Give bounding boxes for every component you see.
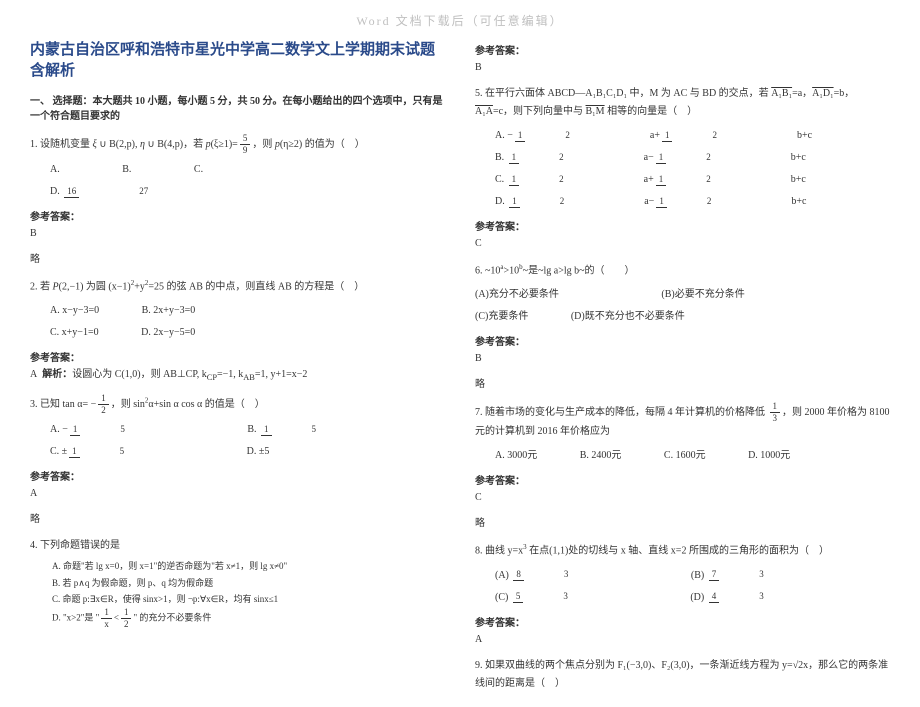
question-5: 5. 在平行六面体 ABCD—A₁B₁C₁D₁ 中，M 为 AC 与 BD 的交… bbox=[475, 85, 890, 121]
question-6: 6. ~10a>10b~是~lg a>lg b~的（ ） bbox=[475, 261, 890, 280]
answer-7: C bbox=[475, 489, 890, 507]
q6-opt-d: (D)既不充分也不必要条件 bbox=[571, 306, 685, 328]
answer-label-2: 参考答案： bbox=[30, 349, 445, 364]
q6-opt-c: (C)充要条件 bbox=[475, 306, 528, 328]
answer-5: C bbox=[475, 235, 890, 253]
page-container: 内蒙古自治区呼和浩特市星光中学高二数学文上学期期末试题含解析 一、 选择题：本大… bbox=[0, 0, 920, 707]
answer-label-1: 参考答案： bbox=[30, 208, 445, 223]
answer-6: B bbox=[475, 350, 890, 368]
q7-opt-c: C. 1600元 bbox=[664, 445, 706, 467]
q5-opt-a: A. −12a+12b+c bbox=[495, 125, 812, 147]
question-7: 7. 随着市场的变化与生产成本的降低，每隔 4 年计算机的价格降低 13，则 2… bbox=[475, 402, 890, 441]
answer-7-note: 略 bbox=[475, 515, 890, 533]
doc-title: 内蒙古自治区呼和浩特市星光中学高二数学文上学期期末试题含解析 bbox=[30, 40, 445, 82]
q5-options: A. −12a+12b+c B. 12a−12b+c C. 12a+12b+c … bbox=[475, 125, 890, 213]
q1-opt-d: D. 1627 bbox=[50, 181, 268, 203]
q7-opt-b: B. 2400元 bbox=[580, 445, 622, 467]
q2-opt-c: C. x+y−1=0 bbox=[50, 322, 99, 344]
q1-opt-c: C. bbox=[194, 159, 203, 181]
answer-label-6: 参考答案： bbox=[475, 333, 890, 348]
q8-opt-c: (C) 53 bbox=[495, 587, 648, 609]
answer-4: B bbox=[475, 59, 890, 77]
q8-opt-a: (A) 83 bbox=[495, 565, 648, 587]
q5-opt-b: B. 12a−12b+c bbox=[495, 147, 806, 169]
q6-opt-a: (A)充分不必要条件 bbox=[475, 284, 559, 306]
q8-opt-b: (B) 73 bbox=[691, 565, 844, 587]
answer-8: A bbox=[475, 631, 890, 649]
q6-opt-b: (B)必要不充分条件 bbox=[661, 284, 744, 306]
q1-options: A. B. C. D. 1627 bbox=[30, 159, 445, 203]
q4-opt-b: B. 若 p∧q 为假命题，则 p、q 均为假命题 bbox=[30, 576, 445, 590]
q3-opt-a: A. −15 bbox=[50, 419, 205, 441]
q4-opt-a: A. 命题"若 lg x=0，则 x=1"的逆否命题为"若 x≠1，则 lg x… bbox=[30, 559, 445, 573]
q1-opt-a: A. bbox=[50, 159, 60, 181]
answer-1: B bbox=[30, 225, 445, 243]
question-3: 3. 已知 tan α= −12，则 sin2α+sin α cos α 的值是… bbox=[30, 394, 445, 415]
left-column: 内蒙古自治区呼和浩特市星光中学高二数学文上学期期末试题含解析 一、 选择题：本大… bbox=[30, 40, 445, 697]
question-4: 4. 下列命题错误的是 bbox=[30, 537, 445, 555]
q1-opt-b: B. bbox=[122, 159, 131, 181]
question-1: 1. 设随机变量 ξ ∪ B(2,p), η ∪ B(4,p)，若 p(ξ≥1)… bbox=[30, 134, 445, 155]
q8-opt-d: (D) 43 bbox=[690, 587, 843, 609]
q3-opt-c: C. ±15 bbox=[50, 441, 204, 463]
q2-options: A. x−y−3=0 B. 2x+y−3=0 C. x+y−1=0 D. 2x−… bbox=[30, 300, 445, 344]
answer-1-note: 略 bbox=[30, 251, 445, 269]
q2-opt-d: D. 2x−y−5=0 bbox=[141, 322, 195, 344]
q3-options: A. −15 B. 15 C. ±15 D. ±5 bbox=[30, 419, 445, 463]
q3-opt-d: D. ±5 bbox=[247, 441, 270, 463]
q4-opt-c: C. 命题 p:∃x∈R，使得 sinx>1，则 ¬p:∀x∈R，均有 sinx… bbox=[30, 592, 445, 606]
section-heading: 一、 选择题：本大题共 10 小题，每小题 5 分，共 50 分。在每小题给出的… bbox=[30, 94, 445, 124]
q5-opt-d: D. 12a−12b+c bbox=[495, 191, 806, 213]
answer-label-4: 参考答案： bbox=[475, 42, 890, 57]
q6-options: (A)充分不必要条件 (B)必要不充分条件 (C)充要条件 (D)既不充分也不必… bbox=[475, 284, 890, 328]
q8-options: (A) 83 (B) 73 (C) 53 (D) 43 bbox=[475, 565, 890, 609]
answer-label-7: 参考答案： bbox=[475, 472, 890, 487]
question-2: 2. 若 P(2,−1) 为圆 (x−1)2+y2=25 的弦 AB 的中点，则… bbox=[30, 277, 445, 296]
answer-6-note: 略 bbox=[475, 376, 890, 394]
answer-3: A bbox=[30, 485, 445, 503]
q7-opt-d: D. 1000元 bbox=[748, 445, 790, 467]
answer-label-3: 参考答案： bbox=[30, 468, 445, 483]
answer-label-5: 参考答案： bbox=[475, 218, 890, 233]
q3-opt-b: B. 15 bbox=[247, 419, 396, 441]
watermark-text: Word 文档下载后（可任意编辑） bbox=[356, 12, 563, 29]
question-9: 9. 如果双曲线的两个焦点分别为 F₁(−3,0)、F₂(3,0)，一条渐近线方… bbox=[475, 657, 890, 693]
answer-3-note: 略 bbox=[30, 511, 445, 529]
answer-label-8: 参考答案： bbox=[475, 614, 890, 629]
answer-2: A 解析：设圆心为 C(1,0)，则 AB⊥CP, kCP=−1, kAB=1,… bbox=[30, 366, 445, 386]
q5-opt-c: C. 12a+12b+c bbox=[495, 169, 806, 191]
q7-opt-a: A. 3000元 bbox=[495, 445, 537, 467]
right-column: 参考答案： B 5. 在平行六面体 ABCD—A₁B₁C₁D₁ 中，M 为 AC… bbox=[475, 40, 890, 697]
q4-opt-d: D. "x>2"是 "1x<12" 的充分不必要条件 bbox=[30, 608, 445, 629]
q2-opt-a: A. x−y−3=0 bbox=[50, 300, 99, 322]
question-8: 8. 曲线 y=x3 在点(1,1)处的切线与 x 轴、直线 x=2 所围成的三… bbox=[475, 541, 890, 560]
q2-opt-b: B. 2x+y−3=0 bbox=[142, 300, 196, 322]
q7-options: A. 3000元 B. 2400元 C. 1600元 D. 1000元 bbox=[475, 445, 890, 467]
